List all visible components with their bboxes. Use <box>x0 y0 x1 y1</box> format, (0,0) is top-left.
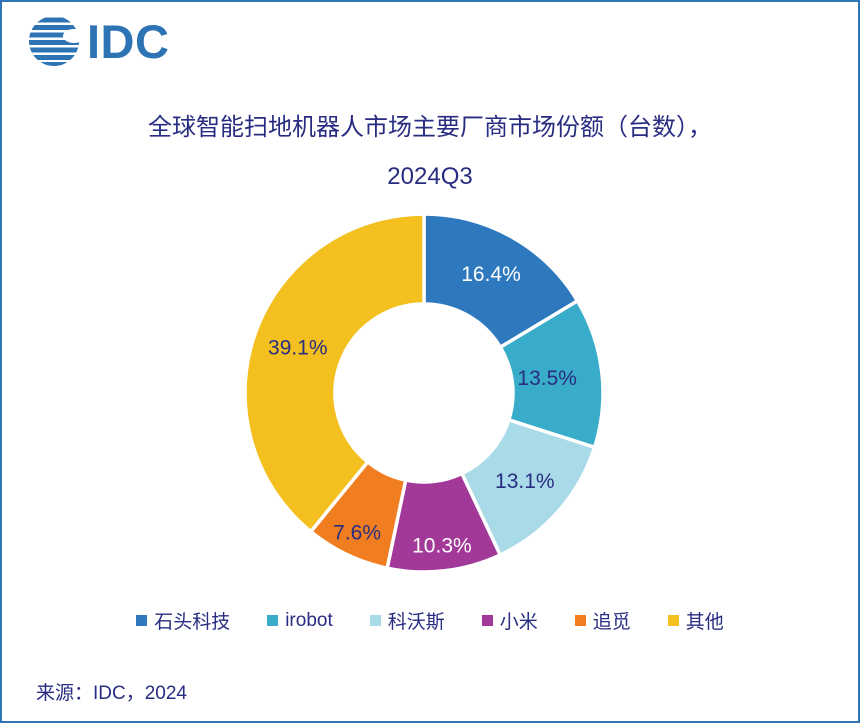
idc-logo: IDC <box>28 15 169 67</box>
legend-item-xiaomi: 小米 <box>481 607 538 634</box>
legend-swatch-qita <box>667 615 679 626</box>
legend-item-qita: 其他 <box>667 607 724 634</box>
idc-globe-icon <box>29 17 80 66</box>
legend-swatch-xiaomi <box>481 615 493 626</box>
legend-label: 追觅 <box>592 612 631 633</box>
donut-segment-0 <box>422 212 580 349</box>
legend-label: 科沃斯 <box>387 612 445 633</box>
legend-item-irobot: irobot <box>267 610 333 632</box>
donut-label-2: 13.1% <box>495 470 555 493</box>
chart-title: 全球智能扫地机器人市场主要厂商市场份额（台数）， 2024Q3 <box>2 103 858 201</box>
legend-label: 其他 <box>685 612 724 633</box>
donut-chart: 16.4% 13.5% 13.1% 10.3% 7.6% 39.1% <box>243 212 605 574</box>
donut-label-4: 7.6% <box>333 521 381 544</box>
legend-item-shitou: 石头科技 <box>136 607 230 634</box>
legend-swatch-irobot <box>267 615 279 626</box>
chart-title-line1: 全球智能扫地机器人市场主要厂商市场份额（台数）， <box>148 114 712 141</box>
legend-swatch-zhuimi <box>574 615 586 626</box>
legend-label: 小米 <box>499 612 538 633</box>
legend-item-kewosi: 科沃斯 <box>369 607 445 634</box>
legend-label: 石头科技 <box>154 612 231 633</box>
chart-legend: 石头科技 irobot 科沃斯 小米 追觅 其他 <box>2 607 858 634</box>
donut-label-3: 10.3% <box>412 535 472 558</box>
legend-item-zhuimi: 追觅 <box>574 607 631 634</box>
idc-logo-text: IDC <box>87 14 170 68</box>
donut-label-1: 13.5% <box>517 367 577 390</box>
source-note: 来源：IDC，2024 <box>36 683 187 704</box>
donut-segment-5 <box>243 212 426 534</box>
legend-label: irobot <box>285 609 333 631</box>
legend-swatch-shitou <box>136 615 148 626</box>
donut-label-0: 16.4% <box>461 263 521 286</box>
donut-label-5: 39.1% <box>268 337 328 360</box>
legend-swatch-kewosi <box>369 615 381 626</box>
chart-title-line2: 2024Q3 <box>387 163 473 190</box>
